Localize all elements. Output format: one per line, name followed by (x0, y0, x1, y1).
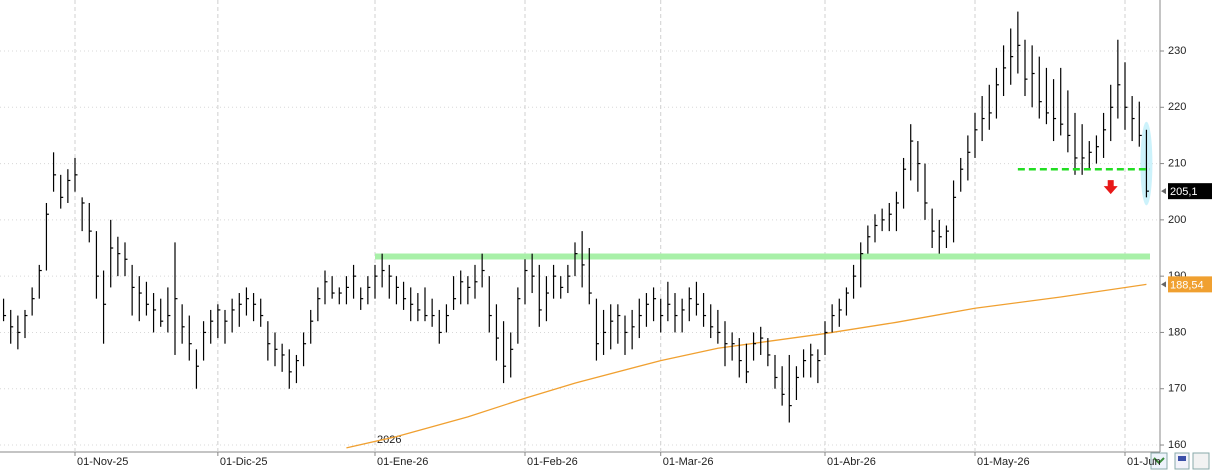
save-icon-glyph (1178, 456, 1186, 461)
y-tick-label: 160 (1168, 439, 1186, 451)
x-tick-label: 01-Nov-25 (77, 456, 128, 468)
chart-icon-glyph (1153, 457, 1165, 465)
x-tick-label: 01-May-26 (977, 456, 1030, 468)
x-tick-label: 01-Ene-26 (377, 456, 428, 468)
ma-tag-box (1168, 276, 1212, 293)
moving-average (346, 283, 1147, 449)
y-tick-label: 180 (1168, 326, 1186, 338)
y-tick-label: 210 (1168, 157, 1186, 169)
x-tick-label: 01-Dic-25 (220, 456, 268, 468)
y-tick-label: 170 (1168, 383, 1186, 395)
chart-icon[interactable] (1150, 452, 1168, 470)
x-tick-label: 01-Jun (1127, 456, 1161, 468)
ma-tag: 188,54 (1170, 279, 1204, 291)
x-tick-label: 01-Abr-26 (827, 456, 876, 468)
y-tick-label: 220 (1168, 101, 1186, 113)
price-tag-pointer (1161, 188, 1166, 195)
ma-tag-pointer (1161, 281, 1166, 288)
x-tick-label: 01-Mar-26 (663, 456, 714, 468)
settings-icon[interactable] (1192, 452, 1210, 470)
price-tag-box (1168, 183, 1212, 200)
y-tick-label: 230 (1168, 45, 1186, 57)
x-tick-label: 01-Feb-26 (527, 456, 578, 468)
y-tick-label: 200 (1168, 214, 1186, 226)
down-arrow (1103, 180, 1118, 195)
price-tag: 205,1 (1170, 186, 1198, 198)
